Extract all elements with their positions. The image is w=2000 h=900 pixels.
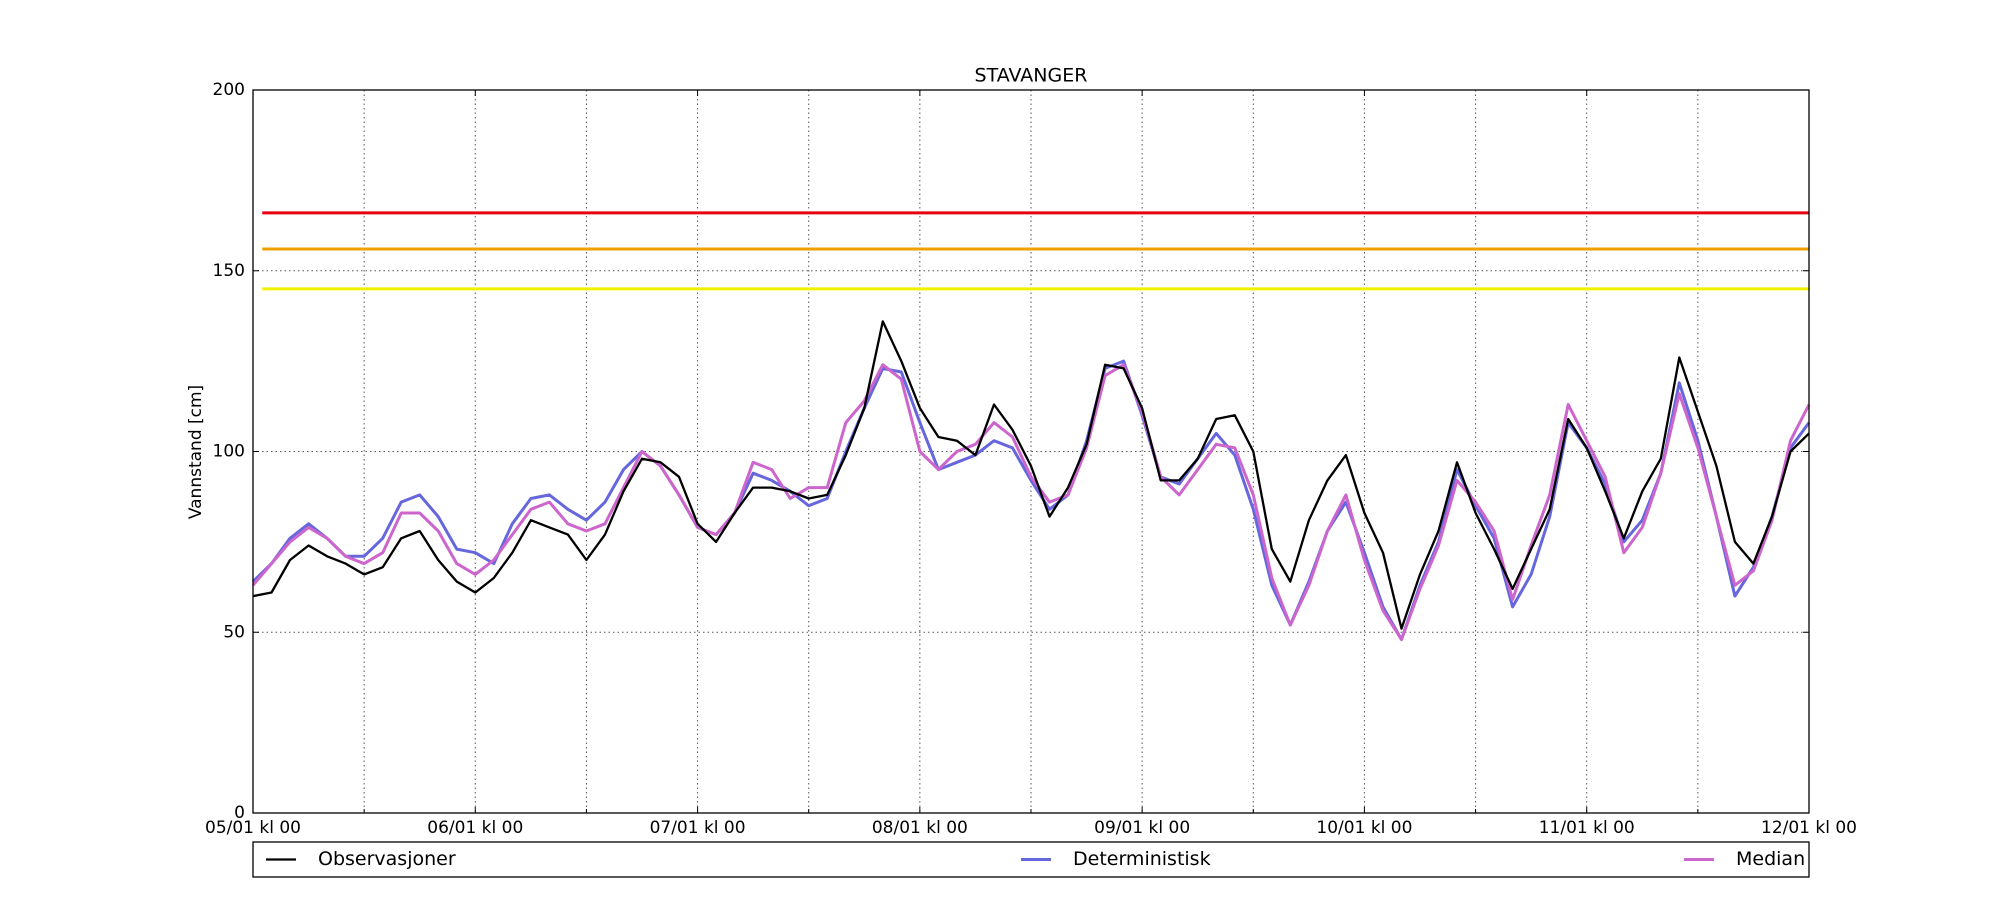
y-tick-label: 150	[213, 261, 245, 281]
x-tick-label: 11/01 kl 00	[1539, 818, 1635, 838]
y-tick-label: 50	[223, 622, 245, 642]
legend-label: Observasjoner	[318, 848, 456, 870]
series-line	[251, 359, 1811, 641]
legend-box	[252, 841, 1810, 878]
chart-title: STAVANGER	[975, 65, 1088, 87]
x-tick-label: 06/01 kl 00	[427, 818, 523, 838]
series-line	[252, 320, 1810, 630]
x-tick-label: 12/01 kl 00	[1761, 818, 1857, 838]
x-tick-label: 10/01 kl 00	[1316, 818, 1412, 838]
x-tick-label: 05/01 kl 00	[205, 818, 301, 838]
x-tick-label: 07/01 kl 00	[650, 818, 746, 838]
legend-label: Median	[1736, 848, 1805, 870]
y-tick-label: 100	[213, 442, 245, 462]
plot-frame	[252, 89, 1810, 814]
y-axis-label: Vannstand [cm]	[186, 385, 206, 519]
legend-label: Deterministisk	[1073, 848, 1211, 870]
x-tick-label: 08/01 kl 00	[872, 818, 968, 838]
y-tick-label: 200	[213, 80, 245, 100]
series-line	[251, 363, 1811, 641]
x-tick-label: 09/01 kl 00	[1094, 818, 1190, 838]
y-tick-label: 0	[234, 803, 245, 823]
